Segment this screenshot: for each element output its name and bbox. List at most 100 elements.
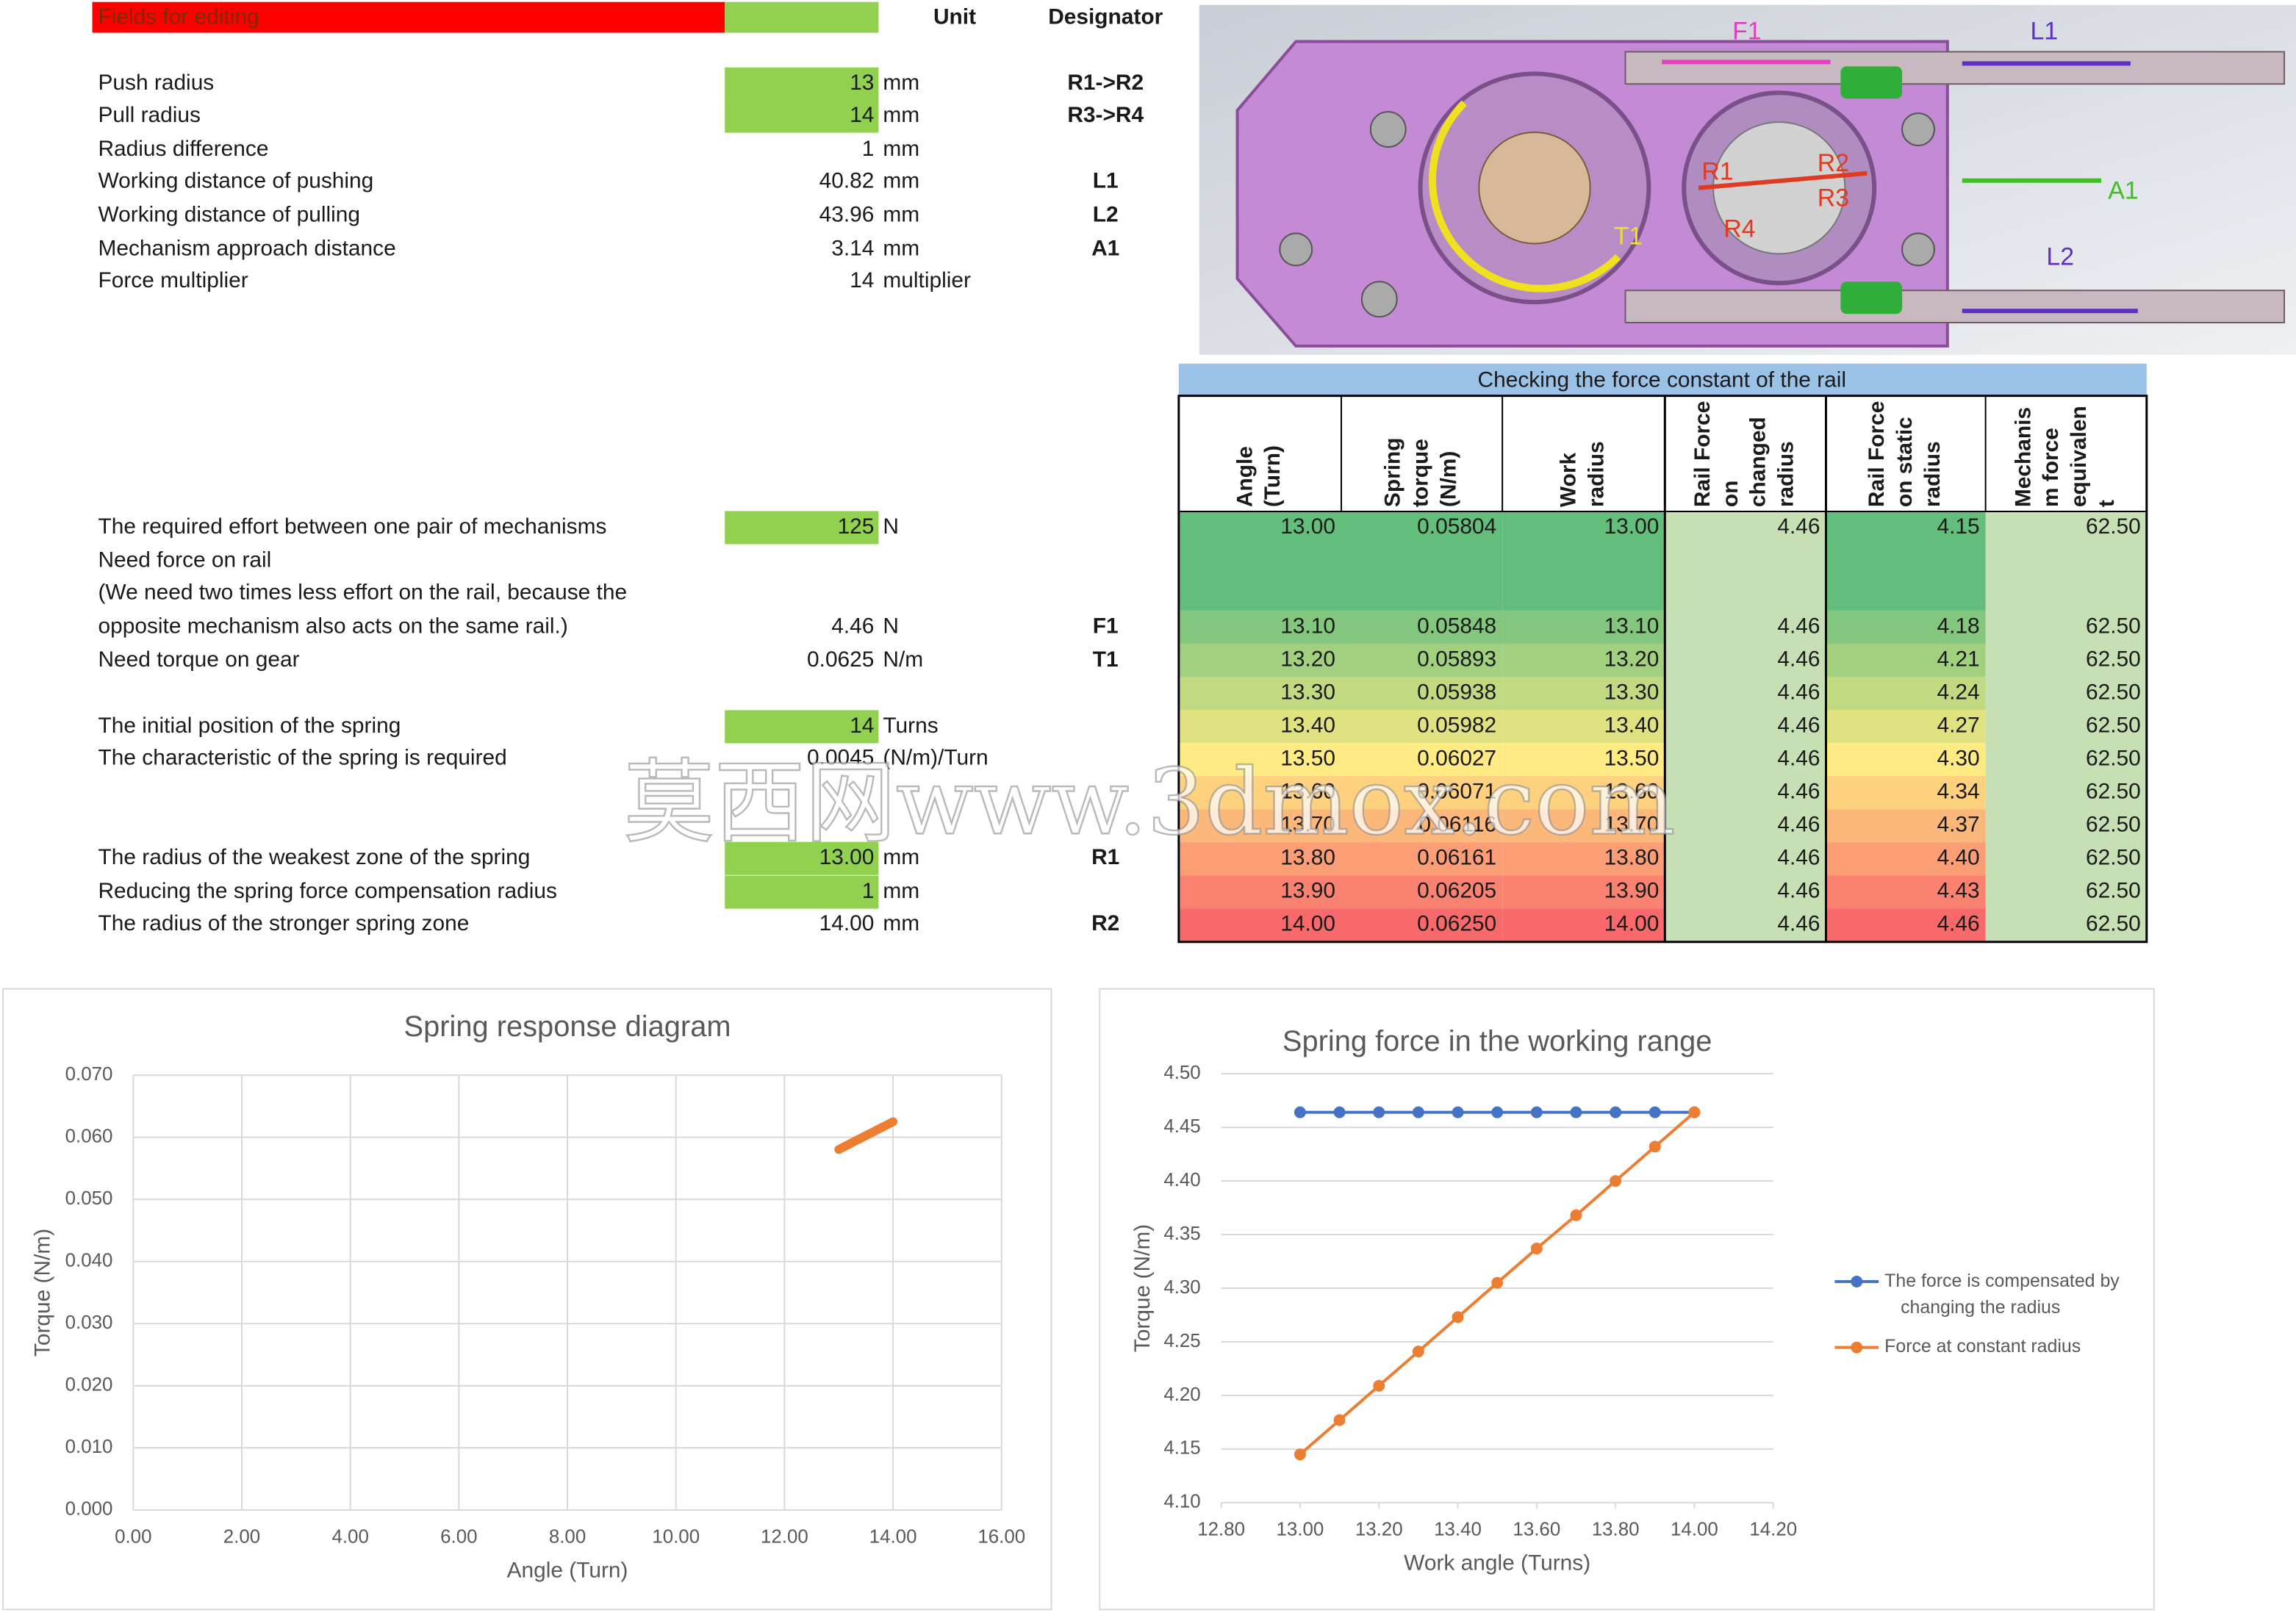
param-designator: R1	[1091, 845, 1119, 869]
x-tick-label: 13.00	[1277, 1520, 1324, 1540]
cell-bg	[1178, 643, 1341, 677]
header-green	[725, 1, 879, 33]
table-cell: 13.80	[1604, 846, 1660, 870]
param-unit: (N/m)/Turn	[883, 746, 988, 770]
param-designator: R3->R4	[1067, 103, 1144, 127]
data-point	[1412, 1106, 1424, 1118]
cell-bg	[1178, 676, 1341, 711]
param-value: 14.00	[819, 911, 875, 935]
data-point	[1294, 1448, 1306, 1461]
data-point	[1570, 1106, 1582, 1118]
param-label: Reducing the spring force compensation r…	[98, 879, 556, 903]
table-cell: 13.90	[1280, 879, 1335, 903]
y-tick-label: 0.030	[65, 1312, 113, 1333]
cell-bg	[1341, 809, 1503, 843]
input-cell	[725, 875, 879, 909]
input-cell	[725, 67, 879, 101]
pin-top	[1840, 66, 1903, 99]
param-label: The characteristic of the spring is requ…	[98, 746, 506, 770]
legend-label: The force is compensated by changing the …	[1884, 1271, 2120, 1318]
column-header: (N/m)	[1436, 451, 1460, 507]
y-tick-label: 4.30	[1163, 1277, 1200, 1298]
table-cell: 4.43	[1937, 879, 1979, 903]
cell-bg	[1341, 676, 1503, 711]
spring-arrow	[1429, 100, 1621, 292]
x-tick-label: 8.00	[549, 1527, 586, 1548]
param-value: 14	[850, 714, 874, 738]
input-cell	[725, 511, 879, 545]
cell-bg	[1502, 610, 1665, 644]
cell-bg	[1826, 776, 1986, 810]
param-label: Working distance of pulling	[98, 202, 360, 226]
table-cell: 4.24	[1937, 680, 1979, 704]
data-point	[1530, 1243, 1543, 1254]
table-cell: 0.06071	[1417, 779, 1496, 803]
table-cell: 0.05893	[1417, 647, 1496, 671]
cell-bg	[1826, 511, 1986, 611]
image-label: R2	[1818, 149, 1849, 177]
param-value: 1	[862, 137, 875, 161]
x-tick-label: 10.00	[652, 1527, 700, 1548]
cell-bg	[1502, 643, 1665, 677]
legend-marker	[1851, 1276, 1863, 1287]
x-tick-label: 13.40	[1434, 1520, 1482, 1540]
param-designator: T1	[1093, 647, 1119, 672]
param-label: The radius of the weakest zone of the sp…	[98, 845, 530, 869]
table-cell: 14.00	[1604, 912, 1660, 936]
param-unit: mm	[883, 202, 919, 226]
column-header: Rail Force	[1690, 401, 1715, 507]
table-cell: 0.05848	[1417, 614, 1496, 638]
cell-bg	[1502, 710, 1665, 744]
y-tick-label: 4.40	[1163, 1170, 1200, 1190]
column-header: Rail Force	[1865, 401, 1889, 507]
image-label: T1	[1614, 222, 1643, 250]
cell-bg	[1341, 610, 1503, 644]
data-point	[1452, 1311, 1464, 1323]
column-header: Spring	[1381, 437, 1405, 507]
param-label: Need torque on gear	[98, 647, 299, 672]
table-cell: 4.46	[1777, 746, 1820, 770]
screw	[1369, 111, 1407, 148]
param-label: Working distance of pushing	[98, 169, 373, 193]
table-cell: 0.06116	[1418, 812, 1496, 836]
x-tick-label: 13.20	[1355, 1520, 1403, 1540]
param-unit: multiplier	[883, 268, 971, 292]
column-header: (Turn)	[1260, 445, 1285, 507]
param-value: 125	[838, 514, 875, 539]
table-cell: 62.50	[2086, 514, 2141, 539]
input-cell	[725, 710, 879, 744]
cell-bg	[1826, 875, 1986, 909]
table-cell: 4.46	[1777, 812, 1820, 836]
param-designator: L1	[1093, 169, 1119, 193]
table-cell: 4.46	[1777, 879, 1820, 903]
cell-bg	[1826, 710, 1986, 744]
chart-title: Spring response diagram	[404, 1010, 731, 1043]
cell-bg	[1178, 610, 1341, 644]
table-cell: 13.30	[1604, 680, 1660, 704]
cell-bg	[1826, 676, 1986, 711]
rail-top	[1624, 51, 2286, 85]
cell-bg	[1341, 710, 1503, 744]
column-header: on static	[1893, 417, 1917, 507]
y-tick-label: 0.070	[65, 1064, 113, 1085]
param-unit: N/m	[883, 647, 923, 672]
column-header: Work	[1557, 453, 1581, 508]
y-tick-label: 4.50	[1163, 1063, 1200, 1083]
x-tick-label: 4.00	[331, 1527, 368, 1548]
column-header: Angle	[1233, 446, 1257, 507]
table-cell: 4.21	[1937, 647, 1979, 671]
param-unit: mm	[883, 911, 919, 935]
table-cell: 62.50	[2086, 614, 2141, 638]
table-cell: 13.00	[1280, 514, 1335, 539]
param-label: (We need two times less effort on the ra…	[98, 581, 627, 605]
y-tick-label: 0.050	[65, 1188, 113, 1209]
cad-image	[1199, 4, 2296, 355]
screw	[1901, 112, 1935, 146]
param-unit: mm	[883, 71, 919, 95]
param-label: Pull radius	[98, 103, 201, 127]
x-tick-label: 2.00	[223, 1527, 260, 1548]
table-cell: 62.50	[2086, 746, 2141, 770]
data-point	[1294, 1106, 1306, 1118]
